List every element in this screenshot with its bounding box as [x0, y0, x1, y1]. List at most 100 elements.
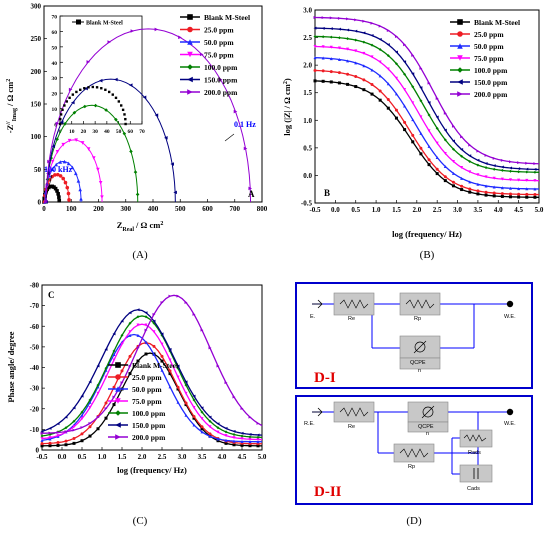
data-point [88, 434, 92, 438]
data-point [508, 186, 512, 190]
circuit-d2-rp-resistor: Rp [393, 443, 435, 470]
legend-marker [457, 43, 463, 49]
data-point [216, 364, 220, 368]
data-point [313, 56, 317, 60]
data-point [61, 176, 66, 181]
data-point [62, 159, 67, 164]
data-point [427, 81, 431, 85]
data-point [79, 197, 83, 201]
x-tick-label: 300 [121, 205, 132, 213]
data-point [346, 37, 350, 41]
data-point [313, 34, 317, 38]
data-point [337, 36, 341, 40]
data-point [82, 104, 87, 109]
data-point [80, 425, 84, 429]
inset-data-point [95, 86, 99, 89]
data-point [128, 372, 132, 376]
data-point [48, 441, 52, 445]
data-point [508, 178, 512, 182]
panel-b-caption: (B) [420, 249, 435, 261]
data-point [411, 133, 415, 137]
data-point [525, 195, 529, 199]
data-point [451, 124, 455, 128]
y-tick-label: 250 [31, 35, 42, 43]
data-point [67, 198, 71, 202]
panel-a-inset-frame [59, 15, 143, 125]
data-point [200, 328, 204, 332]
data-point [370, 55, 374, 59]
data-point [56, 441, 60, 445]
data-point [216, 422, 220, 426]
data-point [435, 156, 439, 160]
data-point [370, 43, 374, 47]
data-point [378, 24, 382, 28]
data-point [192, 394, 196, 398]
inset-data-point [100, 87, 103, 90]
legend-marker [115, 374, 121, 380]
data-point [533, 193, 537, 197]
data-point [337, 71, 341, 75]
data-point [492, 164, 496, 168]
x-tick-label: 400 [148, 205, 159, 213]
data-point [427, 144, 431, 148]
data-point [164, 136, 168, 140]
data-point [192, 406, 196, 410]
x-tick-label: 3.0 [453, 206, 462, 214]
data-point [133, 170, 138, 174]
panel-b-series [313, 16, 540, 199]
data-point [64, 443, 68, 447]
data-point [337, 46, 341, 50]
data-point [248, 440, 252, 444]
data-point [160, 359, 164, 363]
data-point [362, 40, 366, 44]
data-point [403, 88, 407, 92]
data-point [208, 434, 212, 438]
y-tick-label: 0 [36, 447, 40, 455]
data-point [136, 308, 140, 312]
inset-data-point [108, 90, 111, 94]
inset-data-point [61, 108, 64, 112]
data-point [160, 332, 164, 336]
data-point [533, 187, 537, 191]
data-point [533, 167, 537, 171]
x-tick-label: 700 [230, 205, 241, 213]
data-point [68, 87, 73, 92]
inset-data-point [68, 96, 71, 100]
circuit-d2-title: D-II [314, 484, 342, 500]
data-point [394, 92, 398, 96]
data-point [232, 443, 236, 447]
panel-a-inset-legend-label: Blank M-Steel [86, 21, 123, 27]
circuit-d2-source-arrow [312, 407, 323, 417]
data-point [104, 407, 108, 411]
data-point [419, 131, 423, 135]
data-point [142, 95, 147, 100]
data-point [321, 56, 325, 60]
data-point [104, 416, 108, 420]
data-point [55, 121, 60, 126]
data-point [362, 51, 366, 55]
data-point [370, 34, 374, 38]
circuit-d1-we-label: W.E. [504, 314, 516, 320]
inset-data-point [59, 113, 63, 116]
data-point [112, 332, 116, 336]
data-point [136, 359, 140, 363]
data-point [451, 139, 455, 143]
data-point [88, 380, 92, 384]
y-tick-label: 0.0 [303, 172, 312, 180]
inset-data-point [117, 100, 121, 103]
data-point [128, 330, 132, 334]
panel-a-annotation-low: 0.1 Hz [234, 120, 256, 129]
series-line [45, 78, 176, 203]
data-point [144, 315, 148, 319]
x-tick-label: 20 [81, 129, 87, 135]
data-point [48, 426, 52, 430]
y-tick-label: -40 [30, 364, 40, 372]
legend-marker [115, 398, 121, 404]
data-point [256, 435, 260, 439]
panel-c-series [40, 294, 263, 448]
legend-label: 150.0 ppm [132, 421, 166, 430]
data-point [120, 381, 124, 385]
data-point [64, 439, 68, 443]
data-point [136, 346, 140, 350]
data-point [65, 185, 70, 190]
